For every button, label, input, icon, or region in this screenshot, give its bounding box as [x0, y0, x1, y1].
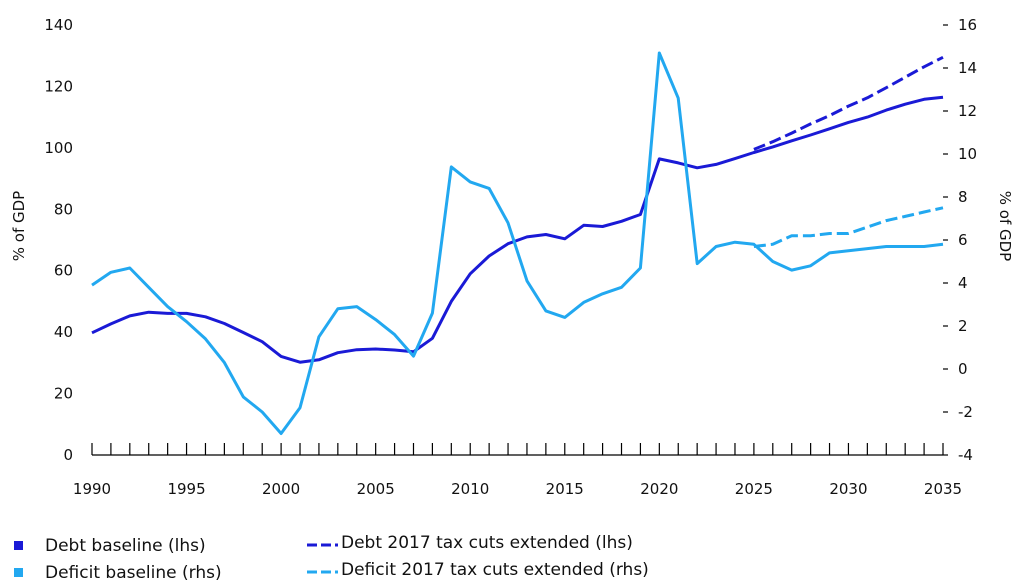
x-tick-label-2000: 2000: [262, 480, 300, 498]
legend-swatch-2: [14, 568, 23, 577]
right-tick-label-16: 16: [958, 16, 977, 34]
x-tick-label-2020: 2020: [640, 480, 678, 498]
right-tick-label-8: 8: [958, 188, 968, 206]
left-tick-label-120: 120: [44, 77, 73, 95]
left-tick-label-60: 60: [54, 262, 73, 280]
series-layer: [91, 51, 944, 435]
x-tick-label-2035: 2035: [924, 480, 962, 498]
right-tick-label-10: 10: [958, 145, 977, 163]
x-tick-label-2005: 2005: [357, 480, 395, 498]
right-axis-title: % of GDP: [996, 191, 1014, 261]
left-tick-label-80: 80: [54, 200, 73, 218]
series-line-0: [91, 95, 944, 364]
legend-label-2: Deficit baseline (rhs): [45, 563, 222, 583]
right-tick-label-2: 2: [958, 317, 968, 335]
legend-label-0: Debt baseline (lhs): [45, 536, 206, 556]
left-tick-label-100: 100: [44, 139, 73, 157]
legend-label-3: Deficit 2017 tax cuts extended (rhs): [341, 560, 649, 580]
right-tick-label--4: -4: [958, 446, 973, 464]
x-tick-label-2010: 2010: [451, 480, 489, 498]
right-tick-label--2: -2: [958, 403, 973, 421]
x-tick-label-1995: 1995: [167, 480, 205, 498]
series-line-1: [753, 55, 944, 151]
x-tick-label-1990: 1990: [73, 480, 111, 498]
left-axis-title: % of GDP: [10, 191, 28, 261]
right-tick-label-12: 12: [958, 102, 977, 120]
x-tick-label-2015: 2015: [546, 480, 584, 498]
series-line-3: [753, 206, 944, 248]
x-tick-label-2025: 2025: [735, 480, 773, 498]
legend-swatch-0: [14, 541, 23, 550]
right-tick-label-4: 4: [958, 274, 968, 292]
series-line-2: [91, 51, 944, 435]
left-tick-label-20: 20: [54, 385, 73, 403]
left-tick-label-140: 140: [44, 16, 73, 34]
x-tick-label-2030: 2030: [829, 480, 867, 498]
left-tick-label-0: 0: [63, 446, 73, 464]
right-tick-label-0: 0: [958, 360, 968, 378]
right-tick-label-14: 14: [958, 59, 977, 77]
left-tick-label-40: 40: [54, 323, 73, 341]
legend-label-1: Debt 2017 tax cuts extended (lhs): [341, 533, 633, 553]
right-tick-label-6: 6: [958, 231, 968, 249]
legend: Debt baseline (lhs) Debt 2017 tax cuts ex…: [14, 533, 649, 583]
axes: 1990 1995 2000 2005 2010 2015 2020 2025 2030 2035…: [44, 16, 977, 498]
